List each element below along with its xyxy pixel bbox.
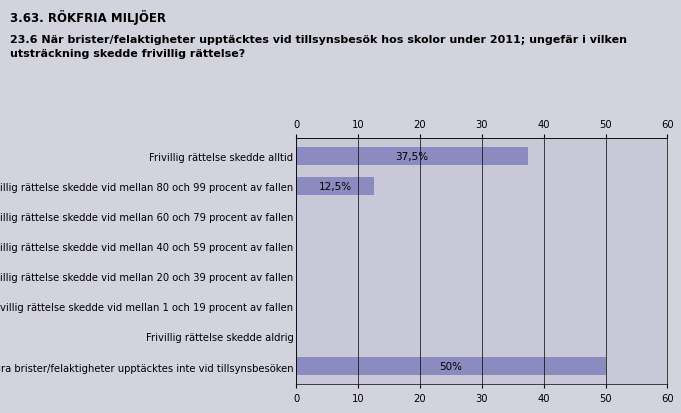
Bar (296, 177, 374, 195)
Bar (296, 147, 528, 165)
Text: 37,5%: 37,5% (396, 151, 429, 161)
Text: 50%: 50% (439, 361, 462, 371)
Text: 23.6 När brister/felaktigheter upptäcktes vid tillsynsbesök hos skolor under 201: 23.6 När brister/felaktigheter upptäckte… (10, 35, 627, 59)
Text: 12,5%: 12,5% (318, 181, 351, 191)
Bar (296, 357, 605, 375)
Text: 3.63. RÖKFRIA MILJÖER: 3.63. RÖKFRIA MILJÖER (10, 10, 166, 25)
